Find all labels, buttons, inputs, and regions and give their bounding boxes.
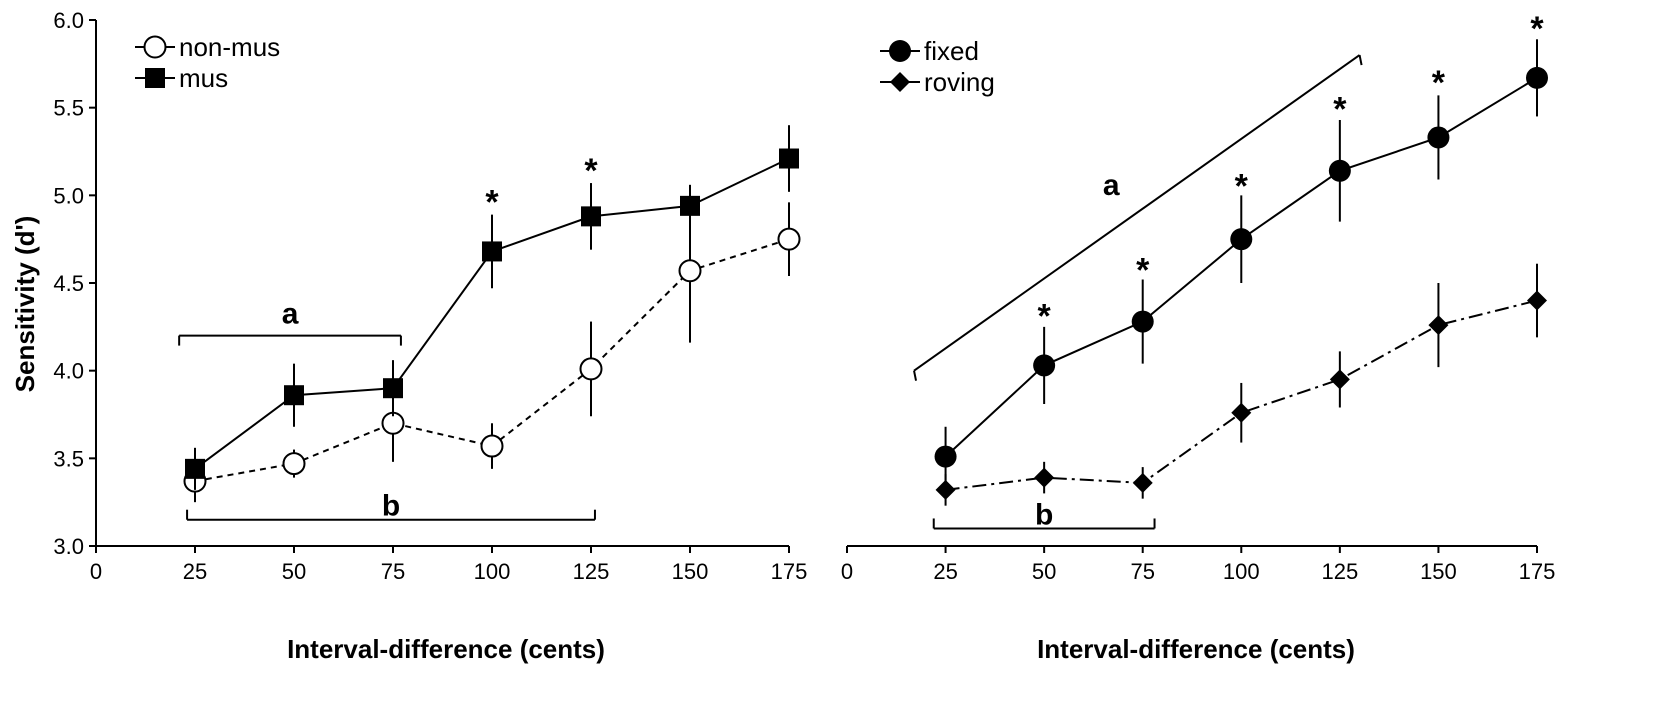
y-tick-label: 5.0 xyxy=(53,183,84,208)
bracket-tick xyxy=(913,370,918,381)
data-point xyxy=(1132,472,1153,493)
x-tick-label: 75 xyxy=(1130,559,1154,584)
significance-star: * xyxy=(584,152,598,190)
data-point xyxy=(284,385,304,406)
bracket-label: b xyxy=(1035,498,1053,531)
data-point xyxy=(1526,66,1548,89)
x-tick-label: 125 xyxy=(1321,559,1358,584)
legend-entry-mus: mus xyxy=(135,63,228,93)
x-tick-label: 125 xyxy=(573,559,610,584)
significance-star: * xyxy=(1530,10,1544,48)
legend-marker xyxy=(890,72,910,92)
bracket-tick xyxy=(1358,54,1363,66)
data-point xyxy=(777,227,801,251)
x-tick-label: 175 xyxy=(771,559,808,584)
y-tick-label: 4.5 xyxy=(53,271,84,296)
legend-entry-roving: roving xyxy=(880,67,995,97)
legend-label: fixed xyxy=(924,36,979,66)
significance-star: * xyxy=(485,183,499,221)
y-tick-label: 3.0 xyxy=(53,534,84,559)
x-tick-label: 0 xyxy=(841,559,853,584)
x-tick-label: 25 xyxy=(183,559,207,584)
legend-label: mus xyxy=(179,63,228,93)
x-tick-label: 100 xyxy=(474,559,511,584)
data-point xyxy=(680,195,700,216)
data-point xyxy=(1231,402,1252,423)
x-tick-label: 0 xyxy=(90,559,102,584)
data-point xyxy=(383,378,403,399)
data-point xyxy=(482,241,502,262)
significance-star: * xyxy=(1136,252,1150,290)
series-roving xyxy=(935,263,1547,506)
y-axis-title: Sensitivity (d') xyxy=(10,216,40,393)
bracket-label: a xyxy=(282,298,299,331)
data-point xyxy=(934,445,957,468)
bracket-a: a xyxy=(178,298,402,346)
significance-star: * xyxy=(1235,168,1249,206)
significance-star: * xyxy=(1333,90,1347,128)
bracket-b: b xyxy=(932,498,1156,531)
legend-marker xyxy=(145,68,165,88)
x-tick-label: 25 xyxy=(933,559,957,584)
data-point xyxy=(282,452,306,476)
data-point xyxy=(581,206,601,227)
data-point xyxy=(480,434,504,458)
x-tick-label: 75 xyxy=(381,559,405,584)
x-axis-title-left: Interval-difference (cents) xyxy=(287,634,605,664)
data-point xyxy=(1427,126,1450,149)
series-mus xyxy=(185,125,799,490)
legend-marker xyxy=(889,40,911,62)
x-axis-title-right: Interval-difference (cents) xyxy=(1037,634,1355,664)
data-point xyxy=(1428,315,1449,336)
bracket-label: b xyxy=(382,490,400,523)
significance-star: * xyxy=(1432,64,1446,102)
legend-label: roving xyxy=(924,67,995,97)
data-point xyxy=(1527,290,1547,311)
y-tick-label: 3.5 xyxy=(53,446,84,471)
bracket-b: b xyxy=(186,490,596,523)
significance-star: * xyxy=(1038,297,1052,335)
x-tick-label: 50 xyxy=(1032,559,1056,584)
data-point xyxy=(1033,354,1056,377)
data-point xyxy=(779,148,799,169)
data-point xyxy=(1328,159,1351,182)
legend-entry-non-mus: non-mus xyxy=(135,32,280,62)
data-point xyxy=(579,357,603,381)
legend-marker xyxy=(143,35,167,59)
x-tick-label: 50 xyxy=(282,559,306,584)
panel-left: 0 25 50 75 100 125 150 175 3.0 3.5 4.0 4.5 5.0 5.5 6.0… xyxy=(53,8,807,584)
data-point xyxy=(935,479,956,500)
y-tick-label: 4.0 xyxy=(53,359,84,384)
bracket-label: a xyxy=(1103,169,1120,202)
x-tick-label: 175 xyxy=(1519,559,1556,584)
data-point xyxy=(1034,467,1055,488)
data-point xyxy=(1131,310,1154,333)
x-tick-label: 150 xyxy=(672,559,709,584)
data-point xyxy=(1329,369,1350,390)
x-tick-label: 150 xyxy=(1420,559,1457,584)
bracket-a: a xyxy=(913,54,1363,381)
data-point xyxy=(185,458,205,479)
bracket-line xyxy=(913,54,1361,372)
series-fixed xyxy=(934,39,1548,487)
y-tick-label: 6.0 xyxy=(53,8,84,33)
x-tick-label: 100 xyxy=(1223,559,1260,584)
data-point xyxy=(678,259,702,283)
y-tick-label: 5.5 xyxy=(53,96,84,121)
data-point xyxy=(1230,228,1253,251)
legend-entry-fixed: fixed xyxy=(880,36,979,66)
legend-label: non-mus xyxy=(179,32,280,62)
